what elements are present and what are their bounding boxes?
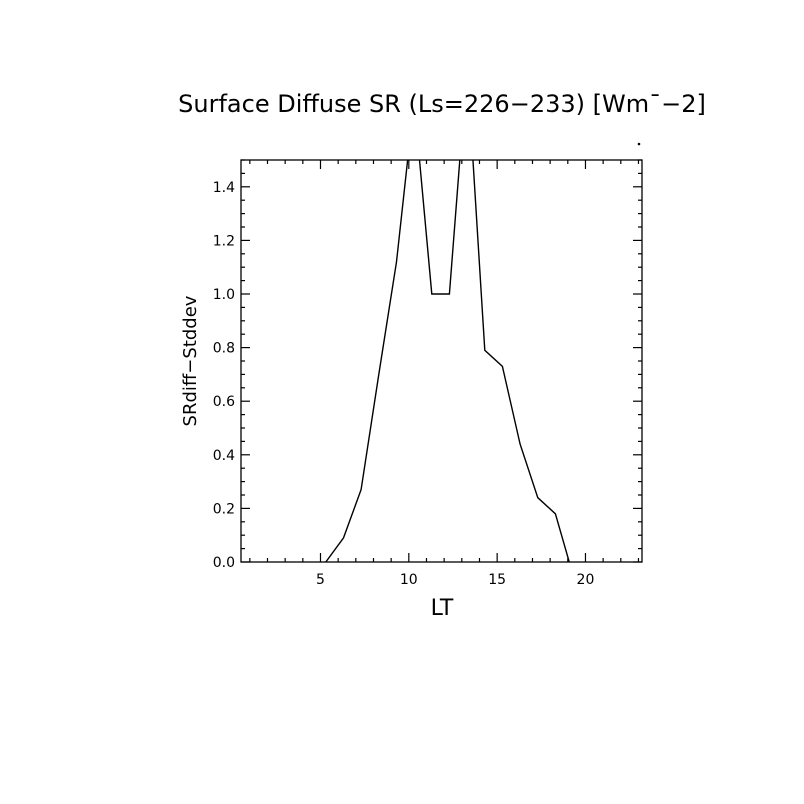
y-tick-label: 1.2 bbox=[213, 233, 235, 249]
y-tick-label: 1.4 bbox=[213, 180, 235, 196]
chart-title: Surface Diffuse SR (Ls=226−233) [Wm¯−2] bbox=[178, 90, 706, 118]
y-tick-label: 0.2 bbox=[213, 501, 235, 517]
axis-ticks bbox=[241, 159, 642, 563]
x-axis-label: LT bbox=[431, 596, 454, 621]
y-axis-label: SRdiff−Stddev bbox=[180, 295, 201, 426]
x-tick-label: 20 bbox=[577, 572, 595, 588]
data-series bbox=[325, 160, 570, 562]
series-line bbox=[325, 160, 570, 562]
y-tick-label: 0.8 bbox=[213, 341, 235, 357]
corner-dot bbox=[637, 142, 641, 146]
x-tick-label: 15 bbox=[488, 572, 506, 588]
y-tick-label: 0.6 bbox=[213, 394, 235, 410]
y-tick-label: 0.4 bbox=[213, 448, 235, 464]
plot-frame bbox=[240, 159, 643, 563]
y-tick-label: 0.0 bbox=[213, 555, 235, 571]
y-tick-label: 1.0 bbox=[213, 287, 235, 303]
tick-labels: 5 10 15 20 0.0 0.2 0.4 0.6 0.8 1.0 1.2 1.4 bbox=[213, 180, 595, 588]
x-tick-label: 5 bbox=[316, 572, 325, 588]
x-tick-label: 10 bbox=[400, 572, 418, 588]
